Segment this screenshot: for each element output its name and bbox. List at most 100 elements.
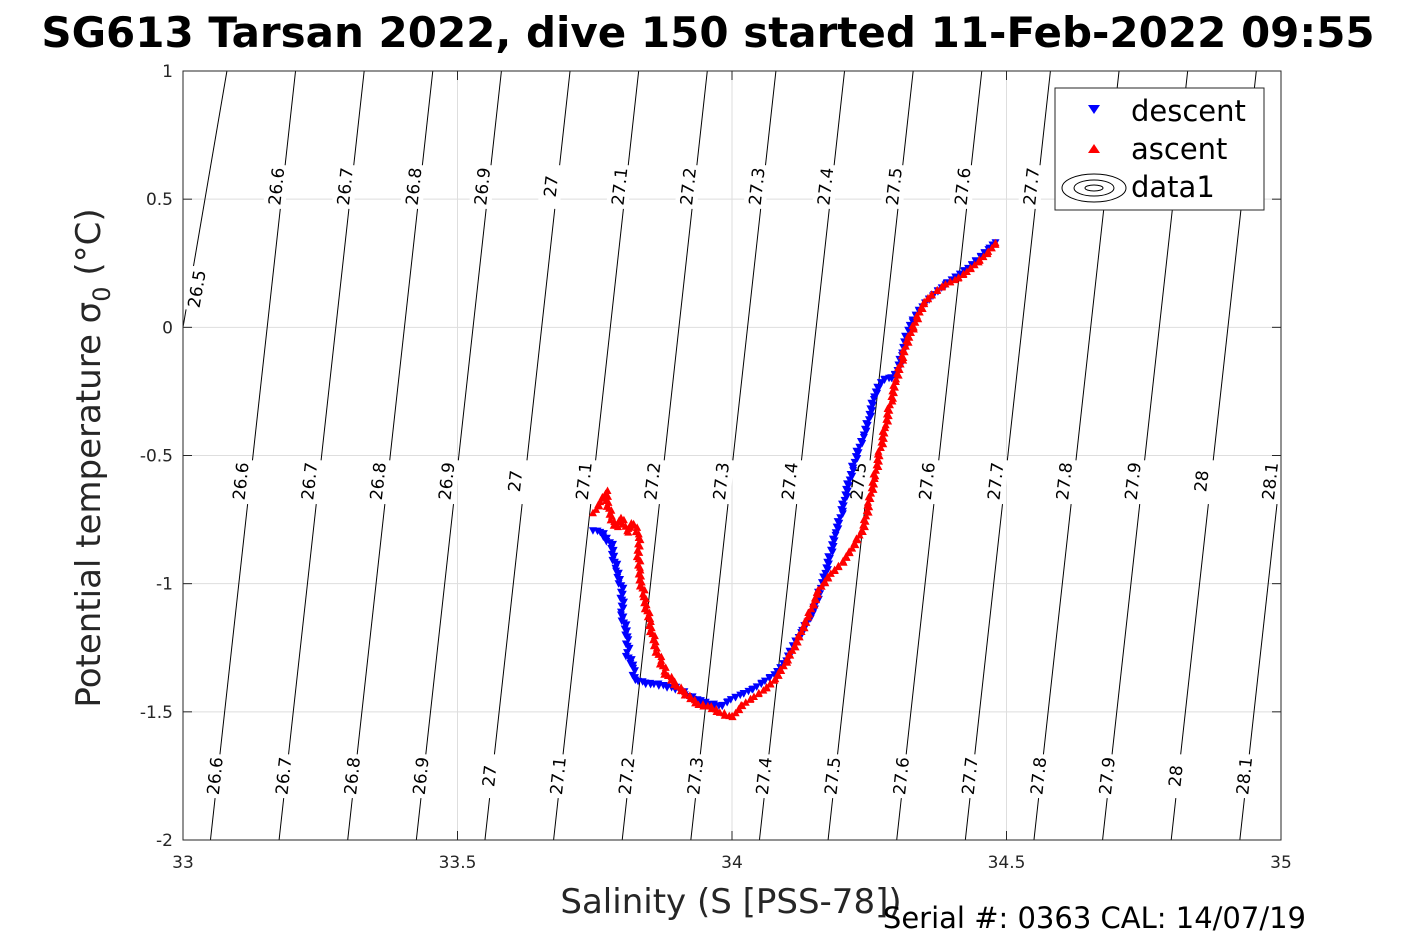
ascent-point bbox=[888, 386, 897, 395]
ascent-point bbox=[766, 679, 775, 687]
ascent-point bbox=[959, 269, 968, 278]
x-tick-label: 33 bbox=[172, 853, 194, 873]
ascent-point bbox=[920, 297, 929, 306]
descent-point bbox=[624, 636, 633, 644]
descent-point bbox=[625, 644, 634, 653]
contour-label: 27.4 bbox=[814, 167, 838, 207]
descent-point bbox=[613, 560, 622, 569]
ascent-point bbox=[927, 290, 936, 298]
contour-label-bg bbox=[1024, 752, 1052, 799]
contour-label: 27.1 bbox=[573, 461, 597, 501]
contour-label-bg bbox=[570, 458, 598, 505]
contour-label: 27.3 bbox=[684, 756, 708, 796]
ascent-point bbox=[893, 369, 902, 377]
ascent-point bbox=[830, 565, 839, 574]
x-tick-label: 34 bbox=[721, 853, 743, 873]
descent-point bbox=[718, 701, 727, 710]
contour-label-bg bbox=[913, 458, 941, 505]
legend-ascent-label: ascent bbox=[1131, 132, 1227, 166]
descent-point bbox=[748, 686, 757, 694]
contour-label-bg bbox=[606, 163, 633, 210]
contour-label: 26.9 bbox=[410, 756, 434, 796]
descent-point bbox=[955, 270, 964, 279]
contour-label: 26.8 bbox=[367, 461, 391, 501]
legend-ascent-marker bbox=[1088, 144, 1100, 153]
contour-label-bg bbox=[776, 458, 803, 505]
x-tick-label: 35 bbox=[1270, 853, 1292, 873]
contour-label-bg bbox=[537, 163, 565, 210]
descent-point bbox=[627, 656, 636, 664]
contour-label: 27.9 bbox=[1096, 756, 1120, 796]
contour-label-bg bbox=[707, 458, 735, 505]
descent-point bbox=[616, 576, 625, 584]
contour-label: 27.3 bbox=[746, 167, 770, 207]
ascent-point bbox=[737, 701, 746, 709]
contour-label-bg bbox=[331, 163, 359, 210]
contour-label-bg bbox=[743, 163, 771, 210]
descent-point bbox=[876, 379, 885, 387]
ascent-point bbox=[728, 711, 737, 720]
descent-point bbox=[630, 667, 639, 675]
x-tick-label: 34.5 bbox=[988, 853, 1026, 873]
ascent-point bbox=[897, 351, 906, 360]
contour-label: 26.7 bbox=[298, 461, 322, 501]
descent-point bbox=[887, 374, 896, 382]
ascent-point bbox=[741, 698, 750, 706]
y-tick-label: -2 bbox=[156, 831, 173, 851]
ascent-point bbox=[966, 263, 975, 272]
ascent-point bbox=[749, 692, 758, 700]
y-axis-label-unit: (°C) bbox=[69, 208, 109, 286]
ascent-point bbox=[754, 688, 763, 697]
y-tick-label: 1 bbox=[162, 62, 173, 82]
contour-label-bg bbox=[613, 752, 640, 799]
contour-label: 26.8 bbox=[341, 756, 365, 796]
contour-label-bg bbox=[201, 752, 229, 799]
ascent-point bbox=[685, 691, 694, 700]
legend-contour-marker bbox=[1061, 173, 1127, 203]
descent-point bbox=[726, 696, 735, 704]
y-tick-label: -0.5 bbox=[140, 447, 173, 467]
ascent-point bbox=[979, 252, 988, 261]
y-tick-label: 0.5 bbox=[146, 190, 173, 210]
descent-point bbox=[614, 569, 623, 578]
contour-label-bg bbox=[750, 752, 778, 799]
ascent-point bbox=[731, 708, 740, 717]
contour-label: 26.7 bbox=[272, 756, 296, 796]
contour-label-bg bbox=[400, 163, 427, 210]
contour-label: 27.2 bbox=[677, 167, 701, 207]
axis-ticks: 33 33.5 34 34.5 35 -2 -1.5 -1 -0.5 0 0.5 1 bbox=[140, 62, 1292, 873]
contour-label-bg bbox=[433, 458, 460, 505]
contour-label-bg bbox=[1017, 163, 1045, 210]
contour-label-bg bbox=[475, 752, 503, 799]
contour-label: 27.6 bbox=[916, 461, 940, 501]
ascent-point bbox=[901, 342, 910, 350]
contour-label: 26.9 bbox=[471, 167, 495, 207]
contour-label-bg bbox=[639, 458, 666, 505]
ascent-point bbox=[962, 267, 971, 276]
contour-label: 27.7 bbox=[984, 461, 1008, 501]
descent-point bbox=[731, 693, 740, 702]
descent-point bbox=[739, 690, 748, 698]
contour-label-bg bbox=[1188, 458, 1215, 505]
contour-label-bg bbox=[1050, 458, 1078, 505]
data-series bbox=[588, 238, 1000, 721]
descent-point bbox=[610, 552, 619, 561]
descent-point bbox=[620, 598, 628, 607]
contour-label-bg bbox=[811, 163, 839, 210]
descent-point bbox=[752, 683, 761, 691]
descent-point bbox=[619, 613, 628, 621]
descent-point bbox=[623, 627, 632, 635]
ascent-point bbox=[670, 677, 679, 685]
ascent-point bbox=[938, 282, 947, 290]
serial-cal-footer: Serial #: 0363 CAL: 14/07/19 bbox=[883, 901, 1306, 935]
descent-point bbox=[873, 383, 882, 392]
contour-label: 27.2 bbox=[641, 461, 665, 501]
contour-label-bg bbox=[1119, 458, 1147, 505]
ascent-point bbox=[834, 561, 843, 570]
contour-label: 27.5 bbox=[883, 167, 907, 207]
contour-label-bg bbox=[544, 752, 572, 799]
contour-label: 27.8 bbox=[1053, 461, 1077, 501]
contour-label: 27 bbox=[505, 469, 527, 493]
contour-label: 27.7 bbox=[959, 756, 983, 796]
contour-label: 27 bbox=[479, 764, 501, 788]
